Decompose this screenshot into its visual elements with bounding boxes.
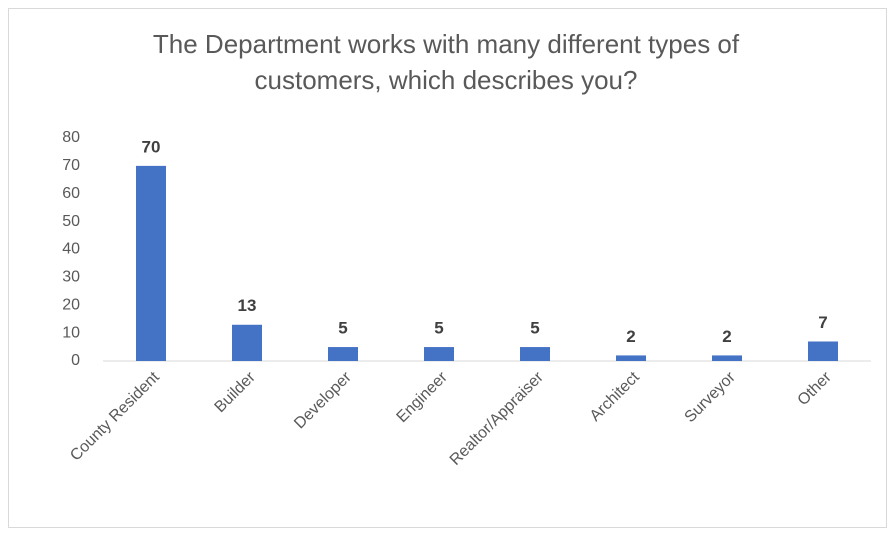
data-label: 2	[722, 327, 731, 346]
bar	[808, 341, 838, 361]
y-tick-label: 40	[62, 241, 80, 258]
y-tick-label: 20	[62, 296, 80, 313]
bar	[424, 347, 454, 361]
data-label: 5	[434, 319, 443, 338]
y-tick-label: 50	[62, 213, 80, 230]
bar	[616, 355, 646, 361]
bar	[328, 347, 358, 361]
y-tick-label: 0	[71, 352, 80, 369]
data-label: 13	[238, 296, 257, 315]
bar	[232, 324, 262, 361]
data-label: 5	[530, 319, 539, 338]
data-label: 70	[142, 137, 161, 156]
y-tick-label: 10	[62, 324, 80, 341]
y-tick-label: 30	[62, 269, 80, 286]
chart-title: The Department works with many different…	[152, 29, 740, 95]
bar	[136, 165, 166, 361]
bar	[520, 347, 550, 361]
data-label: 5	[338, 319, 347, 338]
y-tick-label: 60	[62, 185, 80, 202]
bar	[712, 355, 742, 361]
data-label: 7	[818, 313, 827, 332]
data-label: 2	[626, 327, 635, 346]
y-tick-label: 80	[62, 129, 80, 146]
y-tick-label: 70	[62, 157, 80, 174]
